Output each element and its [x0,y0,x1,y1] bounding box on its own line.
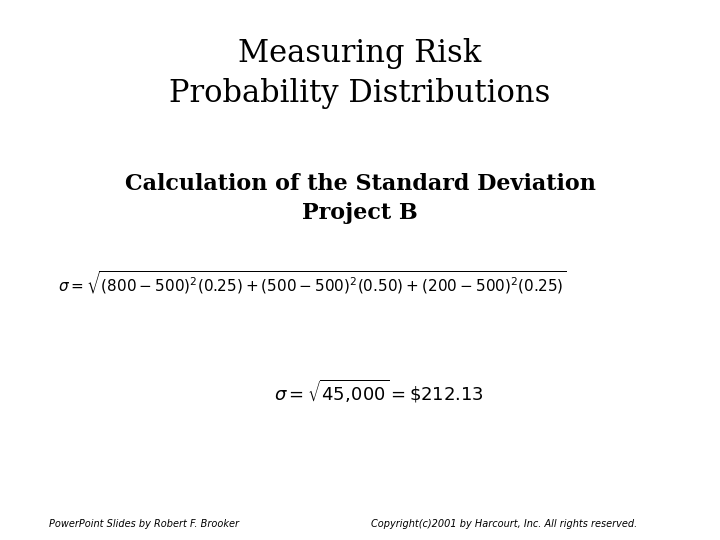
Text: $\sigma = \sqrt{(800-500)^2(0.25)+(500-500)^2(0.50)+(200-500)^2(0.25)}$: $\sigma = \sqrt{(800-500)^2(0.25)+(500-5… [58,270,567,297]
Text: Copyright(c)2001 by Harcourt, Inc. All rights reserved.: Copyright(c)2001 by Harcourt, Inc. All r… [371,519,637,529]
Text: Measuring Risk
Probability Distributions: Measuring Risk Probability Distributions [169,38,551,110]
Text: PowerPoint Slides by Robert F. Brooker: PowerPoint Slides by Robert F. Brooker [49,519,239,529]
Text: $\sigma = \sqrt{45,\!000} = \$212.13$: $\sigma = \sqrt{45,\!000} = \$212.13$ [274,378,484,405]
Text: Calculation of the Standard Deviation
Project B: Calculation of the Standard Deviation Pr… [125,173,595,224]
